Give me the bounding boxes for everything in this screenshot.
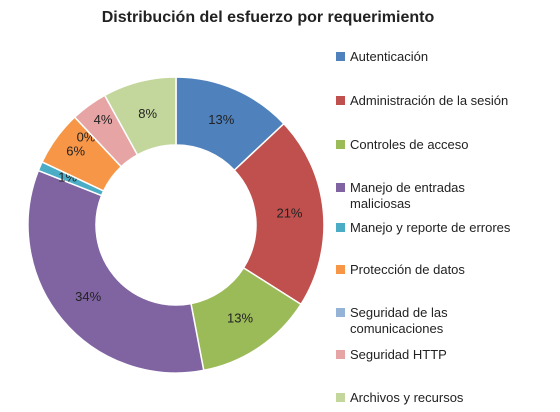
data-label: 34% (75, 289, 101, 304)
legend-label: Seguridad de las comunicaciones (350, 305, 448, 336)
data-label: 13% (227, 311, 253, 326)
data-label: 4% (94, 112, 113, 127)
legend-label: Autenticación (350, 49, 429, 64)
legend-label: Manejo y reporte de errores (350, 220, 511, 235)
legend-swatch (336, 52, 345, 61)
legend-swatch (336, 308, 345, 317)
chart-title: Distribución del esfuerzo por requerimie… (102, 9, 435, 26)
legend-swatch (336, 140, 345, 149)
legend-swatch (336, 350, 345, 359)
data-label: 6% (66, 144, 85, 159)
data-label: 8% (138, 106, 157, 121)
legend-swatch (336, 265, 345, 274)
legend-label: Protección de datos (350, 262, 465, 277)
donut-slice (103, 76, 177, 156)
legend-label: Administración de la sesión (350, 93, 509, 108)
donut-slice (233, 122, 325, 306)
legend-label: Archivos y recursos (350, 390, 464, 405)
legend-swatch (336, 223, 345, 232)
legend-swatch (336, 96, 345, 105)
legend-label: Seguridad HTTP (350, 347, 447, 362)
data-label: 13% (208, 112, 234, 127)
donut-slice (27, 169, 205, 374)
legend-label: Manejo de entradas maliciosas (350, 180, 465, 211)
legend-swatch (336, 393, 345, 402)
legend-label: Controles de acceso (350, 137, 469, 152)
data-label: 21% (276, 206, 302, 221)
legend-swatch (336, 183, 345, 192)
